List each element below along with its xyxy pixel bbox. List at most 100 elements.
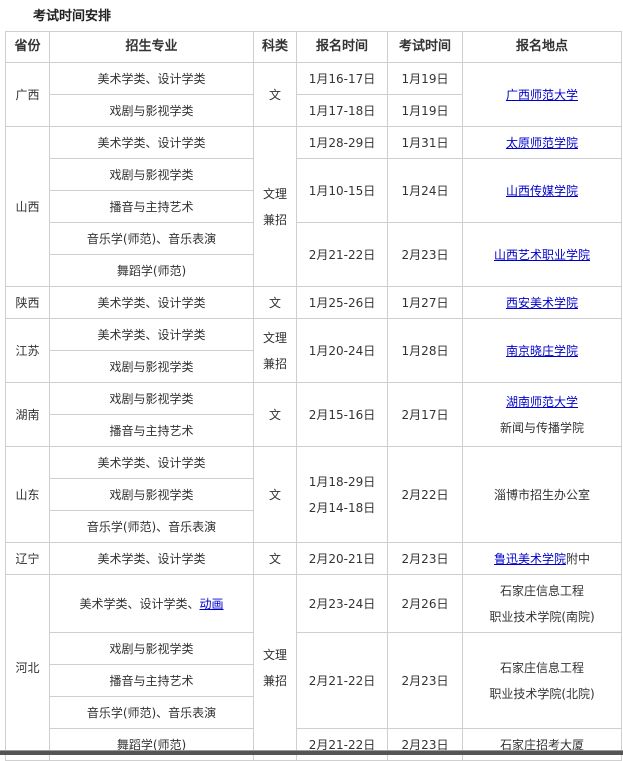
major-cell: 戏剧与影视学类 bbox=[49, 478, 254, 511]
table-row: 舞蹈学(师范) 2月21-22日 2月23日 石家庄招考大厦 bbox=[6, 728, 622, 761]
exam-time-cell: 1月28日 bbox=[387, 318, 463, 383]
exam-time-cell: 2月17日 bbox=[387, 382, 463, 447]
table-row: 戏剧与影视学类 1月17-18日 1月19日 bbox=[6, 94, 622, 127]
location-cell: 山西传媒学院 bbox=[462, 158, 622, 223]
table-row: 播音与主持艺术 bbox=[6, 414, 622, 447]
location-suffix: 附中 bbox=[566, 551, 591, 566]
table-row: 山东 美术学类、设计学类 文 1月18-29日 2月14-18日 2月22日 淄博… bbox=[5, 446, 622, 543]
exam-time-cell: 1月31日 bbox=[387, 126, 463, 159]
major-cell: 戏剧与影视学类 bbox=[49, 94, 254, 127]
location-cell: 南京晓庄学院 bbox=[462, 318, 622, 383]
major-cell: 播音与主持艺术 bbox=[49, 190, 254, 223]
location-link[interactable]: 山西传媒学院 bbox=[505, 183, 578, 198]
location-cell: 石家庄信息工程 职业技术学院(北院) bbox=[462, 632, 622, 729]
location-cell: 石家庄招考大厦 bbox=[462, 728, 622, 761]
major-cell: 音乐学(师范)、音乐表演 bbox=[49, 222, 254, 255]
exam-time-cell: 1月24日 bbox=[387, 158, 463, 223]
location-link[interactable]: 广西师范大学 bbox=[505, 87, 578, 102]
exam-time-cell: 2月23日 bbox=[387, 222, 463, 287]
major-cell: 音乐学(师范)、音乐表演 bbox=[49, 696, 254, 729]
category-line: 文理 bbox=[262, 330, 287, 345]
location-cell: 广西师范大学 bbox=[462, 62, 622, 127]
province-cell: 山西 bbox=[5, 126, 50, 287]
location-link[interactable]: 南京晓庄学院 bbox=[505, 343, 578, 358]
location-cell: 太原师范学院 bbox=[462, 126, 622, 159]
location-cell: 淄博市招生办公室 bbox=[462, 446, 622, 543]
registration-time-cell: 2月21-22日 bbox=[296, 222, 388, 287]
exam-time-cell: 2月23日 bbox=[387, 632, 463, 729]
registration-time-cell: 2月15-16日 bbox=[296, 382, 388, 447]
exam-time-cell: 1月19日 bbox=[387, 94, 463, 127]
location-link[interactable]: 湖南师范大学 bbox=[505, 394, 578, 409]
major-cell: 美术学类、设计学类 bbox=[49, 126, 254, 159]
table-row: 河北 美术学类、设计学类、动画 文理 兼招 2月23-24日 2月26日 石家庄信… bbox=[5, 574, 622, 761]
animation-link[interactable]: 动画 bbox=[199, 596, 224, 611]
registration-time-cell: 1月20-24日 bbox=[296, 318, 388, 383]
category-cell: 文 bbox=[253, 382, 297, 447]
bottom-edge bbox=[0, 750, 623, 755]
table-row: 戏剧与影视学类 1月10-15日 1月24日 山西传媒学院 bbox=[6, 158, 622, 223]
exam-time-cell: 1月19日 bbox=[387, 62, 463, 95]
table-row: 辽宁 美术学类、设计学类 文 2月20-21日 2月23日 鲁迅美术学院附中 bbox=[5, 542, 622, 575]
registration-time-cell: 1月28-29日 bbox=[296, 126, 388, 159]
table-row: 音乐学(师范)、音乐表演 bbox=[6, 696, 622, 729]
major-cell: 戏剧与影视学类 bbox=[49, 350, 254, 383]
table-row: 音乐学(师范)、音乐表演 2月21-22日 2月23日 山西艺术职业学院 bbox=[6, 222, 622, 287]
exam-time-cell: 1月27日 bbox=[387, 286, 463, 319]
header-registration-location: 报名地点 bbox=[462, 31, 622, 63]
location-link[interactable]: 西安美术学院 bbox=[505, 295, 578, 310]
major-cell: 美术学类、设计学类 bbox=[49, 62, 254, 95]
category-cell: 文 bbox=[253, 286, 297, 319]
location-cell: 西安美术学院 bbox=[462, 286, 622, 319]
table-row: 戏剧与影视学类 bbox=[6, 478, 622, 511]
registration-time-cell: 2月23-24日 bbox=[296, 574, 388, 633]
major-cell: 美术学类、设计学类 bbox=[49, 446, 254, 479]
location-cell: 鲁迅美术学院附中 bbox=[462, 542, 622, 575]
major-cell: 舞蹈学(师范) bbox=[49, 254, 254, 287]
major-cell: 播音与主持艺术 bbox=[49, 414, 254, 447]
category-line: 文理 bbox=[262, 186, 287, 201]
category-cell: 文理 兼招 bbox=[253, 126, 297, 287]
registration-time-cell: 1月16-17日 bbox=[296, 62, 388, 95]
category-cell: 文理 兼招 bbox=[253, 318, 297, 383]
category-line: 兼招 bbox=[262, 212, 287, 227]
table-row: 戏剧与影视学类 bbox=[6, 350, 622, 383]
table-row: 戏剧与影视学类 2月21-22日 2月23日 石家庄信息工程 职业技术学院(北院) bbox=[6, 632, 622, 729]
category-line: 文理 bbox=[262, 647, 287, 662]
exam-time-cell: 2月22日 bbox=[387, 446, 463, 543]
exam-schedule-table: 省份 招生专业 科类 报名时间 考试时间 报名地点 广西 美术学类、设计学类 文… bbox=[5, 31, 622, 761]
registration-time-line: 1月18-29日 bbox=[308, 474, 376, 489]
registration-time-cell: 1月17-18日 bbox=[296, 94, 388, 127]
location-sub: 新闻与传播学院 bbox=[499, 420, 584, 435]
category-cell: 文 bbox=[253, 62, 297, 127]
header-row: 省份 招生专业 科类 报名时间 考试时间 报名地点 bbox=[5, 31, 622, 63]
section-title: 考试时间安排 bbox=[33, 9, 112, 24]
major-cell: 音乐学(师范)、音乐表演 bbox=[49, 510, 254, 543]
table-row: 山西 美术学类、设计学类 文理兼招 1月28-29日 1月31日 太原师范学院 bbox=[5, 126, 622, 287]
table-row: 播音与主持艺术 bbox=[6, 664, 622, 697]
location-line: 职业技术学院(南院) bbox=[489, 609, 595, 624]
table-row: 湖南 戏剧与影视学类 文 2月15-16日 2月17日 湖南师范大学 新闻与传播学… bbox=[5, 382, 622, 447]
location-cell: 石家庄信息工程 职业技术学院(南院) bbox=[462, 574, 622, 633]
major-cell: 戏剧与影视学类 bbox=[49, 382, 254, 415]
registration-time-cell: 1月25-26日 bbox=[296, 286, 388, 319]
province-cell: 广西 bbox=[5, 62, 50, 127]
category-cell: 文 bbox=[253, 542, 297, 575]
location-link[interactable]: 太原师范学院 bbox=[505, 135, 578, 150]
major-cell: 戏剧与影视学类 bbox=[49, 158, 254, 191]
header-major: 招生专业 bbox=[49, 31, 254, 63]
province-cell: 辽宁 bbox=[5, 542, 50, 575]
registration-time-cell: 2月20-21日 bbox=[296, 542, 388, 575]
table-row: 舞蹈学(师范) bbox=[6, 254, 622, 287]
location-link[interactable]: 山西艺术职业学院 bbox=[493, 247, 590, 262]
province-cell: 湖南 bbox=[5, 382, 50, 447]
exam-time-cell: 2月23日 bbox=[387, 728, 463, 761]
major-cell: 美术学类、设计学类 bbox=[49, 318, 254, 351]
table-row: 广西 美术学类、设计学类 文 1月16-17日 1月19日 广西师范大学 bbox=[5, 62, 622, 127]
header-category: 科类 bbox=[253, 31, 297, 63]
province-cell: 山东 bbox=[5, 446, 50, 543]
location-link[interactable]: 鲁迅美术学院 bbox=[493, 551, 566, 566]
location-line: 职业技术学院(北院) bbox=[489, 686, 595, 701]
header-registration-time: 报名时间 bbox=[296, 31, 388, 63]
category-line: 兼招 bbox=[262, 673, 287, 688]
